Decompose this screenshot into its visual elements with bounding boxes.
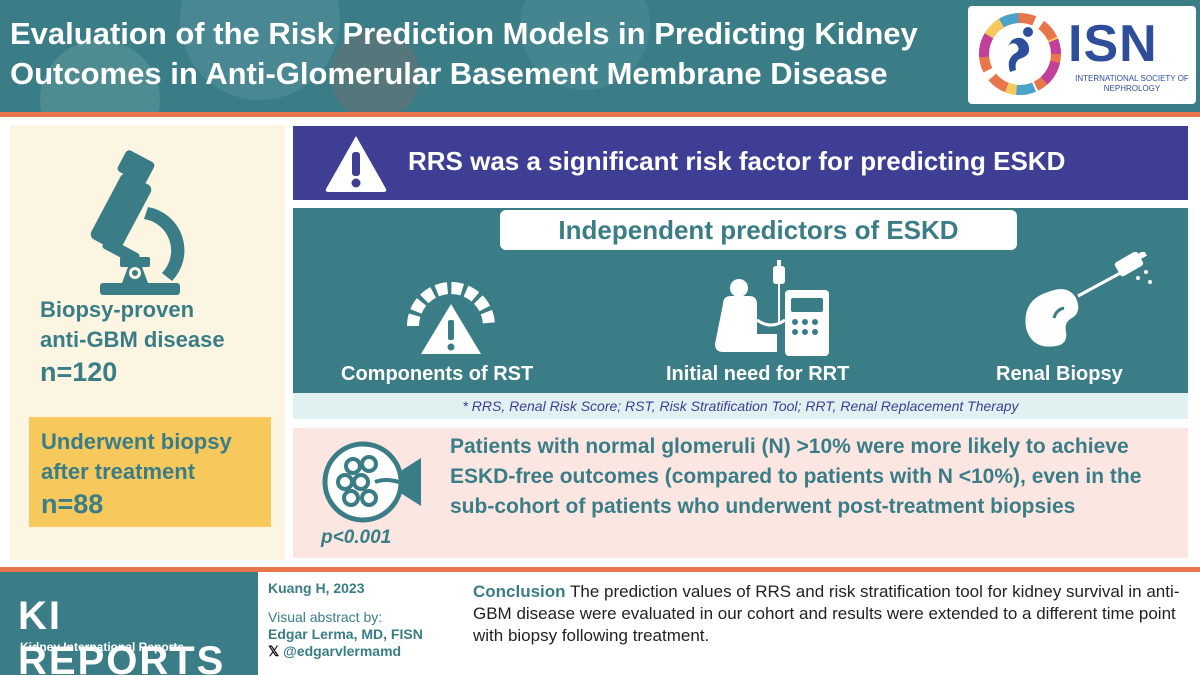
citation: Kuang H, 2023 bbox=[268, 580, 365, 596]
glomerulus-icon bbox=[322, 441, 421, 523]
abbreviations-footnote: * RRS, Renal Risk Score; RST, Risk Strat… bbox=[293, 393, 1188, 419]
journal-name: KI REPORTS bbox=[18, 594, 226, 675]
logo-text: ISN bbox=[1068, 15, 1158, 73]
cohort-label-text: Biopsy-proven anti-GBM disease bbox=[40, 297, 225, 352]
subgroup-count: n=88 bbox=[41, 489, 104, 519]
conclusion: Conclusion The prediction values of RRS … bbox=[473, 581, 1193, 647]
predictor-label: Initial need for RRT bbox=[666, 363, 850, 385]
conclusion-label: Conclusion bbox=[473, 582, 566, 601]
author-handle-row: 𝕏 @edgarvlermamd bbox=[268, 643, 423, 660]
banner-text: RRS was a significant risk factor for pr… bbox=[408, 146, 1066, 176]
dialysis-icon bbox=[715, 260, 829, 356]
logo-subtitle: INTERNATIONAL SOCIETY OF NEPHROLOGY bbox=[1075, 74, 1189, 93]
conclusion-text: The prediction values of RRS and risk st… bbox=[473, 582, 1180, 645]
visual-abstract-label: Visual abstract by: bbox=[268, 609, 383, 625]
finding-text: Patients with normal glomeruli (N) >10% … bbox=[450, 435, 1142, 518]
page-title: Evaluation of the Risk Prediction Models… bbox=[10, 16, 918, 91]
credits: Kuang H, 2023 Visual abstract by: Edgar … bbox=[268, 580, 423, 660]
p-value: p<0.001 bbox=[321, 527, 392, 548]
predictors-heading: Independent predictors of ESKD bbox=[500, 210, 1017, 250]
author-name: Edgar Lerma, MD, FISN bbox=[268, 626, 423, 642]
gauge-warning-icon bbox=[407, 282, 495, 354]
microscope-icon bbox=[90, 150, 185, 295]
predictor-label: Components of RST bbox=[341, 363, 534, 385]
divider bbox=[0, 567, 1200, 572]
subgroup-box: Underwent biopsy after treatment n=88 bbox=[29, 417, 271, 527]
isn-globe-icon bbox=[979, 13, 1061, 95]
cohort-label: Biopsy-proven anti-GBM disease bbox=[40, 295, 240, 355]
journal-subtitle: Kidney International Reports bbox=[20, 640, 185, 654]
predictor-label: Renal Biopsy bbox=[996, 363, 1123, 385]
header-decoration bbox=[330, 30, 420, 112]
warning-icon bbox=[325, 136, 387, 192]
cohort-count: n=120 bbox=[40, 357, 118, 387]
predictors-panel: Independent predictors of ESKD bbox=[293, 208, 1188, 393]
finding-panel: p<0.001 Patients with normal glomeruli (… bbox=[293, 428, 1188, 558]
divider bbox=[0, 112, 1200, 117]
header: Evaluation of the Risk Prediction Models… bbox=[0, 0, 1200, 112]
journal-logo: KI REPORTS Kidney International Reports bbox=[0, 572, 258, 675]
x-logo-icon: 𝕏 bbox=[268, 643, 280, 659]
isn-logo: ISN INTERNATIONAL SOCIETY OF NEPHROLOGY bbox=[968, 6, 1196, 104]
subgroup-label: Underwent biopsy after treatment bbox=[41, 429, 232, 484]
key-finding-banner: RRS was a significant risk factor for pr… bbox=[293, 126, 1188, 200]
cohort-panel: Biopsy-proven anti-GBM disease n=120 Und… bbox=[10, 125, 285, 560]
author-handle[interactable]: @edgarvlermamd bbox=[283, 643, 402, 659]
kidney-biopsy-icon bbox=[1025, 252, 1152, 347]
